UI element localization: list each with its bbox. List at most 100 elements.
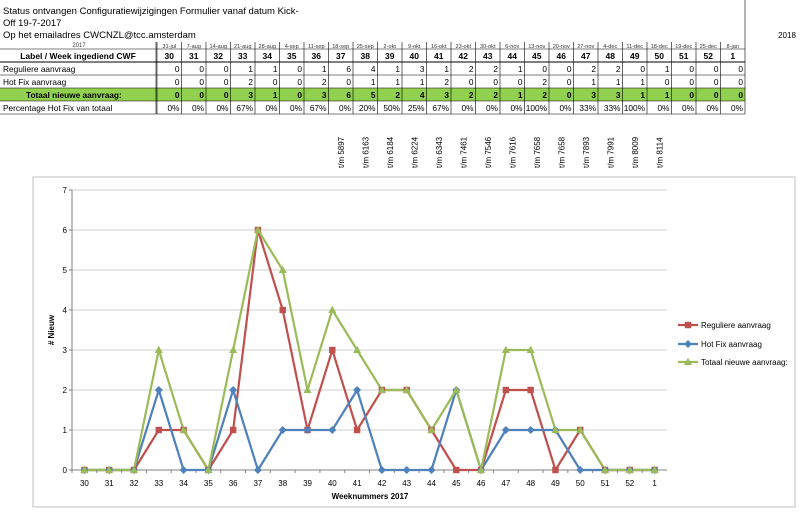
legend-label-hotfix: Hot Fix aanvraag	[701, 340, 762, 349]
tm-label: t/m 6343	[435, 136, 444, 168]
table-cell: 1	[371, 77, 376, 87]
table-cell: 1	[420, 77, 425, 87]
table-cell: 0%	[266, 103, 279, 113]
table-cell: 2	[616, 64, 621, 74]
week-number-cell: 30	[165, 51, 175, 61]
week-number-cell: 35	[287, 51, 297, 61]
x-tick-label: 44	[427, 479, 436, 488]
table-cell: 100%	[526, 103, 548, 113]
table-cell: 0	[567, 64, 572, 74]
data-point-hotfix	[229, 386, 238, 394]
x-tick-label: 31	[105, 479, 114, 488]
series-line-totaal	[84, 228, 655, 472]
week-number-cell: 34	[263, 51, 273, 61]
data-point-reguliere	[552, 466, 559, 474]
y-tick-label: 2	[63, 386, 68, 395]
table-cell: 67%	[432, 103, 449, 113]
table-cell: 1	[640, 77, 645, 87]
table-cell: 0	[714, 64, 719, 74]
tm-label: t/m 7658	[533, 136, 542, 168]
data-point-totaal	[402, 385, 411, 393]
week-number-cell: 45	[532, 51, 542, 61]
data-point-hotfix	[353, 386, 362, 394]
table-cell: 0%	[217, 103, 230, 113]
table-cell: 0	[518, 77, 523, 87]
table-cell: 25%	[408, 103, 425, 113]
data-point-totaal	[576, 425, 585, 433]
table-cell: 2	[591, 64, 596, 74]
data-point-totaal	[229, 345, 238, 353]
week-number-cell: 46	[557, 51, 567, 61]
table-cell: 2	[322, 77, 327, 87]
data-point-totaal	[129, 465, 138, 473]
week-date-cell: 6-nov	[505, 44, 519, 50]
table-cell: 1	[322, 64, 327, 74]
row-label: Hot Fix aanvraag	[3, 77, 67, 87]
week-date-cell: 16-okt	[431, 44, 447, 50]
table-cell: 0	[297, 90, 302, 100]
tm-label: t/m 7991	[606, 136, 615, 168]
table-cell: 0%	[168, 103, 181, 113]
table-cell: 33%	[579, 103, 596, 113]
table-cell: 0%	[707, 103, 720, 113]
week-date-cell: 20-nov	[553, 44, 570, 50]
table-cell: 0%	[560, 103, 573, 113]
table-cell: 2	[395, 90, 400, 100]
table-cell: 1	[665, 64, 670, 74]
x-tick-label: 48	[526, 479, 535, 488]
data-point-totaal	[477, 465, 486, 473]
label-week-header: Label / Week ingediend CWF	[20, 51, 136, 61]
week-date-cell: 28-aug	[259, 44, 276, 50]
week-number-cell: 44	[508, 51, 518, 61]
table-cell: 0	[738, 90, 743, 100]
week-date-cell: 4-sep	[285, 44, 299, 50]
data-point-totaal	[179, 425, 188, 433]
table-cell: 2	[469, 64, 474, 74]
x-tick-label: 32	[130, 479, 139, 488]
x-tick-label: 35	[204, 479, 213, 488]
row-label: Reguliere aanvraag	[3, 64, 76, 74]
week-number-cell: 36	[312, 51, 322, 61]
table-cell: 3	[322, 90, 327, 100]
table-cell: 0%	[486, 103, 499, 113]
table-cell: 3	[444, 90, 449, 100]
data-point-totaal	[278, 265, 287, 273]
week-date-cell: 27-nov	[577, 44, 594, 50]
table-cell: 67%	[310, 103, 327, 113]
week-number-cell: 47	[581, 51, 591, 61]
table-cell: 20%	[359, 103, 376, 113]
data-point-hotfix	[328, 426, 337, 434]
table-cell: 0	[199, 64, 204, 74]
table-cell: 6	[346, 90, 351, 100]
data-point-totaal	[650, 465, 659, 473]
y-axis-label: # Nieuw	[47, 314, 56, 345]
table-cell: 0	[199, 90, 204, 100]
tm-label: t/m 8009	[631, 136, 640, 168]
week-date-cell: 7-aug	[187, 44, 201, 50]
data-point-hotfix	[526, 426, 535, 434]
y-tick-label: 6	[63, 226, 68, 235]
x-tick-label: 47	[501, 479, 510, 488]
data-point-totaal	[501, 345, 510, 353]
table-cell: 0	[469, 77, 474, 87]
week-number-cell: 43	[483, 51, 493, 61]
week-date-cell: 25-sep	[357, 44, 374, 50]
tm-label: t/m 7461	[459, 136, 468, 168]
y-tick-label: 1	[63, 426, 68, 435]
table-cell: 0	[224, 90, 229, 100]
table-cell: 2	[493, 64, 498, 74]
table-cell: 2	[469, 90, 474, 100]
x-tick-label: 45	[452, 479, 461, 488]
week-date-cell: 30-okt	[480, 44, 496, 50]
week-date-cell: 9-okt	[408, 44, 421, 50]
table-cell: 0	[738, 64, 743, 74]
week-number-cell: 1	[730, 51, 735, 61]
week-date-cell: 11-sep	[308, 44, 325, 50]
data-point-hotfix	[377, 466, 386, 474]
y-tick-label: 3	[63, 346, 68, 355]
data-point-totaal	[303, 385, 312, 393]
y-tick-label: 4	[63, 306, 68, 315]
week-number-cell: 39	[385, 51, 395, 61]
